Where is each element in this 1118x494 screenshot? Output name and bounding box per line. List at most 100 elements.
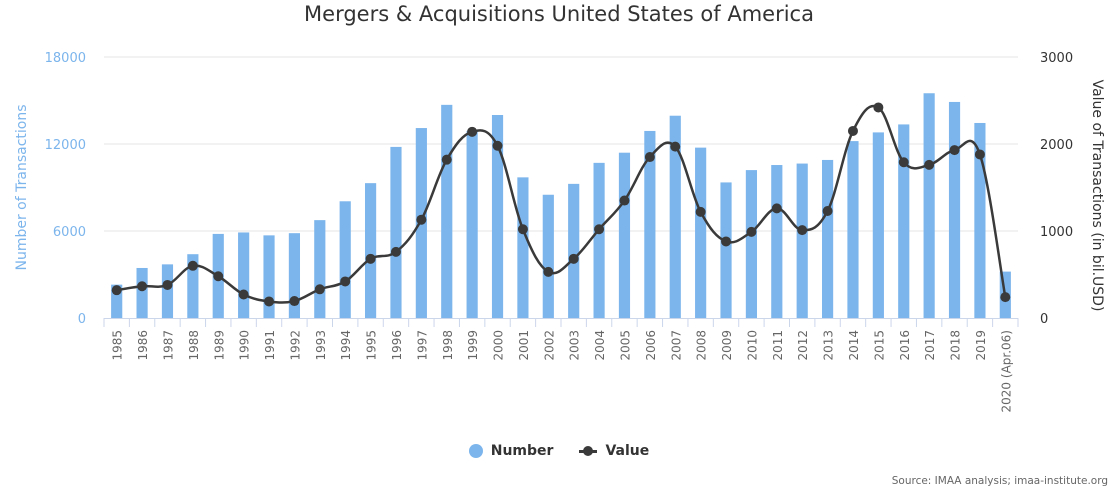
- bar-number: [618, 152, 631, 318]
- x-tick-label: 1986: [136, 330, 150, 361]
- value-line: [116, 104, 1007, 304]
- value-point: [340, 276, 351, 287]
- value-point: [898, 157, 909, 168]
- left-tick-label: 12000: [45, 138, 86, 153]
- x-tick-label: 1996: [390, 330, 404, 361]
- value-point: [568, 253, 579, 264]
- right-tick-label: 3000: [1040, 51, 1073, 66]
- bar-number: [821, 159, 834, 318]
- value-point: [137, 281, 148, 292]
- bar-number: [517, 177, 529, 318]
- bar-number: [593, 162, 605, 318]
- value-point: [365, 253, 376, 264]
- grid-lines: [104, 56, 1018, 232]
- value-point: [264, 296, 275, 307]
- x-tick-label: 2010: [745, 330, 759, 361]
- x-tick-label: 2018: [949, 330, 963, 361]
- legend-value-label: Value: [605, 443, 650, 459]
- bar-number: [441, 104, 453, 318]
- x-tick-label: 1990: [238, 330, 252, 361]
- x-tick-label: 2003: [568, 330, 582, 361]
- value-point: [924, 159, 935, 170]
- x-tick-label: 1992: [288, 330, 302, 361]
- source-credit-link[interactable]: Source: IMAA analysis; imaa-institute.or…: [891, 475, 1108, 487]
- value-point: [670, 141, 681, 152]
- x-tick-label: 2011: [771, 330, 785, 361]
- value-point: [213, 271, 224, 282]
- x-tick-label: 2012: [796, 330, 810, 361]
- bar-number: [720, 182, 732, 318]
- x-tick-label: 2017: [923, 330, 937, 361]
- x-tick-label: 2013: [822, 330, 836, 361]
- value-point: [974, 149, 985, 160]
- value-point: [644, 152, 655, 163]
- value-point: [594, 224, 605, 235]
- legend-item-value[interactable]: Value: [579, 443, 649, 459]
- x-tick-label: 2019: [974, 330, 988, 361]
- value-point: [314, 284, 325, 295]
- legend-item-number[interactable]: Number: [468, 443, 554, 459]
- bar-number: [923, 93, 935, 318]
- value-point: [289, 296, 300, 307]
- bar-number: [948, 101, 961, 318]
- bar-number: [542, 194, 554, 318]
- x-tick-label: 2020 (Apr.06): [999, 330, 1013, 412]
- bar-number: [796, 163, 808, 318]
- x-tick-label: 2001: [517, 330, 531, 361]
- bar-number: [898, 124, 910, 318]
- right-tick-label: 0: [1040, 312, 1048, 327]
- value-point: [416, 214, 427, 225]
- x-tick-label: 2009: [720, 330, 734, 361]
- bar-number: [847, 141, 859, 318]
- right-tick-label: 2000: [1040, 138, 1073, 153]
- x-tick-label: 2016: [898, 330, 912, 361]
- x-tick-label: 1998: [441, 330, 455, 361]
- value-point: [822, 205, 833, 216]
- bar-number: [771, 165, 783, 318]
- legend: Number Value: [0, 443, 1118, 459]
- bar-number: [288, 233, 301, 318]
- x-tick-label: 2015: [872, 330, 886, 361]
- value-point: [847, 125, 858, 136]
- x-tick-label: 2008: [695, 330, 709, 361]
- value-point: [721, 236, 732, 247]
- value-point: [238, 289, 249, 300]
- value-point: [187, 260, 198, 271]
- bar-number: [111, 284, 123, 318]
- value-point: [467, 126, 478, 137]
- value-point: [873, 102, 884, 113]
- legend-number-label: Number: [490, 443, 554, 459]
- line-series-value: [111, 102, 1011, 307]
- value-point: [771, 203, 782, 214]
- bar-number: [974, 122, 986, 318]
- x-tick-label: 1985: [111, 330, 125, 361]
- left-tick-label: 18000: [45, 51, 86, 66]
- bar-number: [390, 146, 402, 318]
- value-point: [746, 226, 757, 237]
- bar-number: [568, 183, 580, 318]
- bar-number: [314, 220, 326, 318]
- axis-labels: 0 6000 12000 18000 0 1000 2000 3000 Number of Tr…: [14, 51, 1105, 327]
- left-tick-label: 6000: [53, 225, 86, 240]
- value-point: [441, 154, 452, 165]
- left-tick-label: 0: [78, 312, 86, 327]
- bar-number: [161, 264, 174, 318]
- x-tick-label: 1987: [161, 330, 175, 361]
- value-point: [517, 224, 528, 235]
- value-point: [162, 279, 173, 290]
- x-tick-label: 2007: [669, 330, 683, 361]
- bar-series-number: [111, 93, 1011, 318]
- bar-number: [263, 235, 275, 318]
- bar-number: [364, 183, 377, 318]
- value-point: [543, 266, 554, 277]
- value-point: [949, 145, 960, 156]
- bar-number: [238, 232, 250, 318]
- bar-number: [695, 147, 707, 318]
- x-tick-label: 1988: [187, 330, 201, 361]
- left-axis-title: Number of Transactions: [14, 104, 30, 270]
- x-tick-label: 2005: [618, 330, 632, 361]
- legend-number-marker: [468, 444, 483, 458]
- chart-title: Mergers & Acquisitions United States of …: [304, 2, 814, 26]
- x-tick-label: 1995: [365, 330, 379, 361]
